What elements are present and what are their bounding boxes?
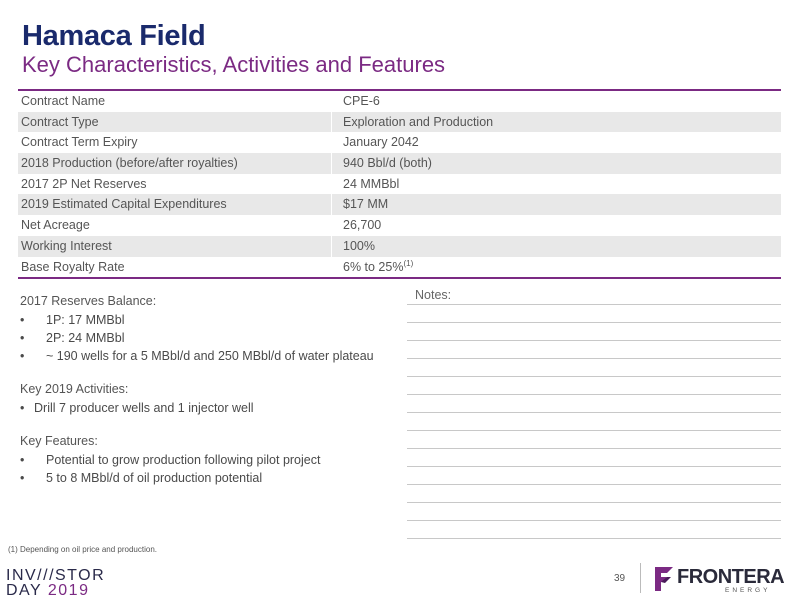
notes-line (407, 322, 781, 323)
list-item: • Potential to grow production following … (20, 451, 400, 469)
row-label: Contract Term Expiry (18, 132, 332, 154)
list-item: • 5 to 8 MBbl/d of oil production potenti… (20, 469, 400, 487)
notes-line (407, 376, 781, 377)
row-value: 24 MMBbl (343, 176, 400, 191)
notes-line (407, 340, 781, 341)
logo-year: 2019 (47, 582, 90, 599)
brand-name: FRONTERA (677, 566, 785, 588)
notes-line (407, 520, 781, 521)
reserves-list: • 1P: 17 MMBbl • 2P: 24 MMBbl • ~ 190 wells… (20, 311, 400, 365)
notes-line (407, 358, 781, 359)
notes-line (407, 448, 781, 449)
logo-line-2: DAY 2019 (6, 582, 105, 599)
row-label: Base Royalty Rate (18, 256, 332, 278)
notes-line (407, 466, 781, 467)
bullet-icon: • (20, 331, 25, 345)
bullet-icon: • (20, 471, 25, 485)
item-text: ~ 190 wells for a 5 MBbl/d and 250 MBbl/… (46, 349, 374, 363)
notes-line (407, 394, 781, 395)
row-label: 2019 Estimated Capital Expenditures (18, 194, 332, 216)
notes-line (407, 484, 781, 485)
characteristics-table: Contract Name CPE-6 Contract Type Explor… (18, 89, 781, 280)
table-row: 2018 Production (before/after royalties)… (18, 153, 781, 174)
footnote: (1) Depending on oil price and productio… (8, 545, 157, 554)
logo-line-1: INV///STOR (6, 567, 106, 584)
table-row: Net Acreage 26,700 (18, 215, 781, 236)
page-subtitle: Key Characteristics, Activities and Feat… (22, 52, 446, 77)
row-value: January 2042 (343, 135, 419, 150)
table-row: Base Royalty Rate 6% to 25%(1) (18, 256, 781, 278)
list-item: • 1P: 17 MMBbl (20, 311, 400, 329)
row-value: 940 Bbl/d (both) (343, 156, 432, 171)
item-text: Drill 7 producer wells and 1 injector we… (34, 401, 254, 415)
row-label: Working Interest (18, 235, 332, 257)
frontera-mark-icon (655, 567, 673, 591)
footnote-ref: (1) (403, 258, 414, 268)
row-value: Exploration and Production (343, 114, 494, 129)
list-item: • 2P: 24 MMBbl (20, 329, 400, 347)
left-column: 2017 Reserves Balance: • 1P: 17 MMBbl • 2P… (20, 294, 400, 487)
notes-label: Notes: (415, 288, 452, 302)
notes-line (407, 412, 781, 413)
list-item: • ~ 190 wells for a 5 MBbl/d and 250 MBbl… (20, 347, 400, 365)
bullet-icon: • (20, 313, 25, 327)
notes-line (407, 304, 781, 305)
activities-list: • Drill 7 producer wells and 1 injector w… (20, 399, 400, 417)
row-label: 2017 2P Net Reserves (18, 173, 332, 195)
row-value: CPE-6 (343, 94, 380, 108)
row-label: Contract Type (18, 111, 332, 133)
activities-heading: Key 2019 Activities: (20, 382, 129, 396)
bullet-icon: • (20, 401, 25, 415)
item-text: Potential to grow production following p… (46, 453, 321, 467)
features-list: • Potential to grow production following … (20, 451, 400, 487)
table-row: Working Interest 100% (18, 235, 781, 257)
item-text: 5 to 8 MBbl/d of oil production potentia… (46, 471, 263, 485)
table-row: 2017 2P Net Reserves 24 MMBbl (18, 173, 781, 195)
bullet-icon: • (20, 453, 25, 467)
row-label: Net Acreage (18, 215, 332, 236)
bullet-icon: • (20, 349, 25, 363)
row-value: $17 MM (343, 197, 389, 212)
row-value: 100% (343, 238, 375, 253)
brand-sub: ENERGY (725, 587, 771, 594)
row-label: Contract Name (18, 91, 332, 112)
table-row: Contract Term Expiry January 2042 (18, 132, 781, 154)
reserves-heading: 2017 Reserves Balance: (20, 294, 157, 308)
royalty-value: 6% to 25% (343, 259, 404, 274)
list-item: • Drill 7 producer wells and 1 injector w… (20, 399, 400, 417)
features-heading: Key Features: (20, 434, 98, 448)
page-title: Hamaca Field (22, 20, 206, 52)
notes-line (407, 538, 781, 539)
notes-line (407, 430, 781, 431)
row-label: 2018 Production (before/after royalties) (18, 153, 332, 174)
footer-divider (640, 563, 641, 593)
frontera-logo: FRONTERA ENERGY (651, 563, 791, 595)
logo-day: DAY (6, 582, 42, 599)
notes-line (407, 502, 781, 503)
page-number: 39 (614, 573, 626, 584)
table-row: Contract Name CPE-6 (18, 91, 781, 112)
investor-day-logo: INV///STOR DAY 2019 (6, 567, 106, 599)
table-row: Contract Type Exploration and Production (18, 111, 781, 133)
table-row: 2019 Estimated Capital Expenditures $17 … (18, 194, 781, 216)
row-value: 6% to 25%(1) (332, 257, 781, 278)
item-text: 1P: 17 MMBbl (46, 313, 125, 327)
row-value: 26,700 (343, 218, 382, 233)
item-text: 2P: 24 MMBbl (46, 331, 125, 345)
